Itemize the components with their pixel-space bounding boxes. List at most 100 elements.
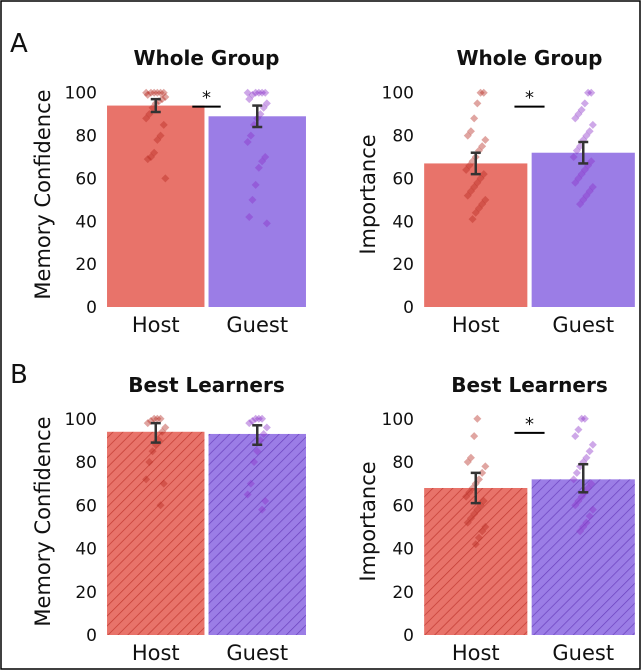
data-point <box>156 131 165 140</box>
data-point <box>463 131 472 140</box>
chart-3: Best Learners Memory Confidence 0 20 40 60 80 1… <box>31 373 306 665</box>
data-point <box>584 483 593 492</box>
data-point <box>471 540 480 549</box>
data-point <box>262 219 271 228</box>
significance-marker: * <box>525 414 534 435</box>
data-point <box>585 512 594 521</box>
data-point <box>254 414 263 423</box>
data-point <box>574 174 583 183</box>
data-point <box>582 453 591 462</box>
data-point <box>262 423 271 432</box>
chart-title: Best Learners <box>451 373 607 397</box>
data-point <box>470 114 479 123</box>
bar-guest <box>531 152 635 307</box>
data-point <box>262 99 271 108</box>
y-tick-label: 20 <box>392 583 414 603</box>
data-point <box>148 447 157 456</box>
data-point <box>587 88 596 97</box>
data-point <box>462 492 471 501</box>
data-point <box>580 414 589 423</box>
data-point <box>161 174 170 183</box>
data-point <box>258 505 267 514</box>
data-point <box>481 135 490 144</box>
y-axis-label: Importance <box>356 134 380 254</box>
data-point <box>574 110 583 119</box>
x-tick-label-host: Host <box>132 641 180 665</box>
data-point <box>476 174 485 183</box>
significance-marker: * <box>202 88 211 109</box>
data-point <box>576 527 585 536</box>
data-point <box>473 505 482 514</box>
data-point <box>576 200 585 209</box>
panel-letter-a: A <box>10 29 28 59</box>
data-point <box>463 518 472 527</box>
data-point <box>153 135 162 144</box>
data-point <box>254 163 263 172</box>
data-point <box>574 425 583 434</box>
data-point <box>474 204 483 213</box>
data-point <box>146 88 155 97</box>
chart-4: Best Learners Importance 0 20 40 60 80 100 Host G… <box>356 373 635 665</box>
data-point <box>251 88 260 97</box>
y-tick-label: 80 <box>392 127 414 147</box>
data-point <box>142 114 151 123</box>
data-point <box>161 93 170 101</box>
y-tick-label: 60 <box>392 496 414 516</box>
data-point <box>156 501 165 510</box>
data-point <box>146 153 155 161</box>
y-axis-label: Memory Confidence <box>31 416 55 626</box>
data-point <box>466 127 475 136</box>
data-point <box>588 120 597 129</box>
x-tick-label-guest: Guest <box>552 641 614 665</box>
chart-title: Best Learners <box>128 373 284 397</box>
data-point <box>587 479 596 488</box>
data-point <box>481 462 490 471</box>
data-point <box>261 496 270 505</box>
bar-guest <box>208 433 306 635</box>
data-point <box>243 490 252 499</box>
data-point <box>465 488 474 497</box>
data-point <box>261 153 270 161</box>
data-point <box>253 447 262 456</box>
data-point <box>248 195 257 204</box>
data-point <box>582 518 591 527</box>
data-point <box>478 142 487 151</box>
data-point <box>569 153 578 161</box>
data-point <box>474 533 483 542</box>
bar-host <box>424 163 528 307</box>
data-point <box>143 419 152 428</box>
bar-host <box>107 431 205 635</box>
data-point <box>476 88 485 97</box>
data-point <box>473 178 482 187</box>
y-tick-label: 100 <box>382 84 414 104</box>
x-tick-label-host: Host <box>452 313 500 337</box>
chart-1: Whole Group Memory Confidence 0 20 40 60 80 100… <box>31 46 306 337</box>
y-tick-label: 0 <box>86 626 97 646</box>
data-point <box>569 475 578 484</box>
y-axis-label: Importance <box>356 461 380 581</box>
data-point <box>258 88 267 97</box>
data-point <box>245 95 254 104</box>
data-point <box>577 105 586 114</box>
y-tick-label: 60 <box>392 169 414 189</box>
data-point <box>580 165 589 174</box>
data-point <box>243 138 252 146</box>
y-tick-label: 20 <box>392 255 414 275</box>
data-point <box>153 88 162 97</box>
data-point <box>574 496 583 505</box>
data-point <box>161 423 170 432</box>
data-point <box>582 131 591 140</box>
bar-guest <box>208 116 306 308</box>
data-point <box>470 509 479 518</box>
y-tick-label: 40 <box>392 540 414 560</box>
data-point <box>245 419 254 428</box>
panel-letter-b: B <box>10 360 28 390</box>
data-point <box>159 479 168 488</box>
data-point <box>580 99 589 108</box>
data-point <box>159 88 168 97</box>
data-point <box>250 458 259 467</box>
data-point <box>463 191 472 200</box>
data-point <box>142 475 151 484</box>
data-point <box>156 88 165 97</box>
